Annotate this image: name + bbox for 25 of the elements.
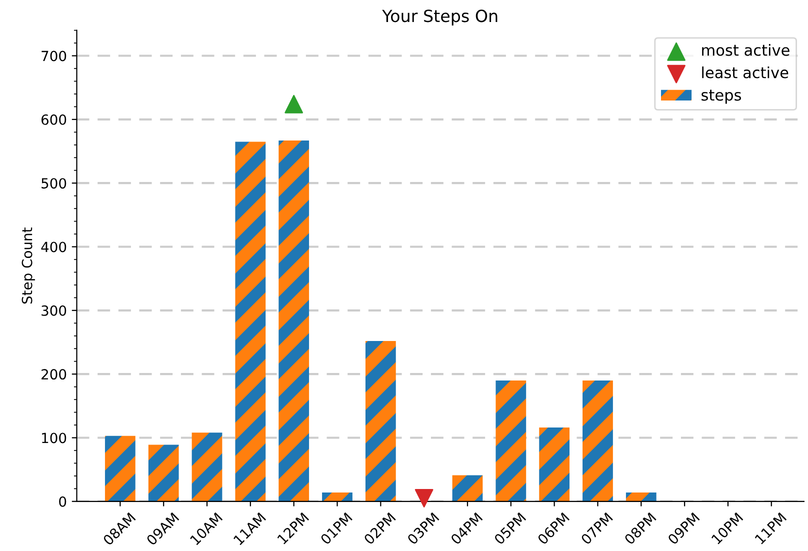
y-axis-title: Step Count (22, 228, 35, 304)
bar (539, 428, 570, 502)
bar (148, 444, 179, 502)
y-tick-label: 0 (59, 496, 66, 507)
y-tick-label: 600 (41, 114, 66, 125)
legend-label: least active (702, 66, 788, 78)
y-tick-label: 300 (42, 305, 66, 316)
y-tick-label: 400 (41, 242, 66, 252)
y-tick-label: 500 (42, 178, 66, 189)
bar (452, 475, 483, 502)
chart-title: Your Steps On (382, 10, 498, 26)
y-tick-label: 200 (42, 369, 66, 380)
bar (192, 432, 222, 502)
bar (104, 436, 136, 502)
bar (496, 380, 526, 502)
y-tick-label: 100 (42, 432, 66, 444)
bar (626, 492, 656, 502)
legend-label: steps (702, 90, 741, 104)
y-tick-label: 700 (42, 50, 66, 62)
bar (322, 492, 352, 502)
bar (365, 340, 396, 502)
bar (582, 380, 613, 502)
legend-label: most active (702, 44, 790, 56)
bar (278, 140, 310, 502)
bar (235, 142, 266, 502)
